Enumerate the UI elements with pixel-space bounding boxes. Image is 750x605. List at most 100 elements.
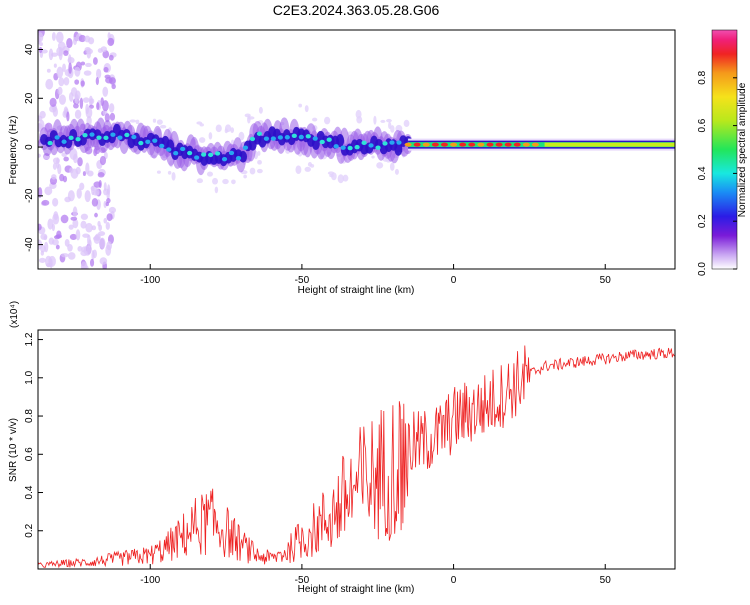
spectrogram-noise-cell bbox=[102, 86, 109, 97]
spectrogram-core-cell bbox=[291, 133, 297, 139]
spectrogram-core-cell bbox=[110, 132, 116, 137]
spectrogram-noise-cell bbox=[61, 152, 67, 157]
spectrogram-noise-cell bbox=[103, 188, 109, 196]
snr-line-layer bbox=[38, 345, 675, 569]
spectrogram-core-cell bbox=[375, 145, 381, 150]
spectrogram-core-cell bbox=[201, 152, 207, 157]
spectrogram-noise-cell bbox=[230, 127, 235, 133]
spectrogram-noise-cell bbox=[256, 168, 263, 174]
snr-frame bbox=[37, 329, 676, 570]
spectrogram-noise-cell bbox=[77, 246, 83, 252]
snr-x-tick-label: -50 bbox=[295, 575, 310, 586]
spectrogram-noise-cell bbox=[108, 54, 114, 61]
colorbar-tick-label: 0.4 bbox=[697, 166, 708, 180]
spectrogram-noise-cell bbox=[91, 197, 99, 207]
spectrogram-noise-cell bbox=[55, 31, 64, 43]
spectrogram-core-cell bbox=[152, 138, 158, 143]
spectrogram-noise-cell bbox=[371, 155, 375, 159]
snr-axes: -100 -50 0 50 0.2 0.4 0.6 0.8 1.0 1.2 bbox=[24, 332, 611, 586]
spectrogram-noise-cell bbox=[85, 222, 93, 233]
spectrogram-noise-cell bbox=[58, 77, 65, 87]
spectrogram-peak-cell bbox=[531, 142, 539, 147]
spectrogram-y-tick-label: 40 bbox=[24, 44, 35, 56]
spectrogram-noise-cell bbox=[394, 168, 399, 175]
spectrogram-noise-cell bbox=[39, 42, 43, 47]
spectrogram-noise-cell bbox=[93, 236, 100, 241]
colorbar: 0.0 0.2 0.4 0.6 0.8 Normalized spectral ampl… bbox=[697, 29, 748, 276]
spectrogram-noise-cell bbox=[46, 68, 51, 73]
spectrogram-core-cell bbox=[159, 143, 165, 149]
spectrogram-core-cell bbox=[368, 143, 374, 148]
spectrogram-noise-cell bbox=[198, 137, 206, 143]
spectrogram-core-cell bbox=[89, 132, 95, 137]
spectrogram-peak-cell bbox=[413, 142, 421, 147]
spectrogram-heatmap bbox=[38, 30, 675, 269]
spectrogram-noise-cell bbox=[51, 31, 56, 41]
spectrogram-noise-cell bbox=[66, 111, 70, 122]
spectrogram-peak-cell bbox=[504, 142, 512, 147]
spectrogram-noise-cell bbox=[43, 155, 50, 160]
spectrogram-core-cell bbox=[194, 155, 200, 160]
snr-x-tick-label: -100 bbox=[140, 575, 160, 586]
spectrogram-noise-cell bbox=[108, 206, 117, 214]
spectrogram-noise-cell bbox=[376, 162, 384, 169]
spectrogram-noise-cell bbox=[40, 250, 44, 256]
spectrogram-noise-cell bbox=[108, 103, 115, 113]
spectrogram-noise-cell bbox=[57, 86, 63, 96]
spectrogram-noise-cell bbox=[63, 77, 70, 86]
spectrogram-noise-cell bbox=[52, 197, 59, 207]
spectrogram-peak-cell bbox=[431, 142, 439, 147]
spectrogram-core-cell bbox=[263, 136, 270, 141]
spectrogram-noise-cell bbox=[52, 162, 57, 170]
spectrogram-noise-cell bbox=[304, 166, 311, 172]
spectrogram-y-tick-label: 20 bbox=[24, 92, 35, 104]
spectrogram-noise-cell bbox=[45, 78, 54, 90]
spectrogram-noise-cell bbox=[41, 199, 50, 206]
spectrogram-noise-cell bbox=[104, 74, 111, 79]
spectrogram-noise-cell bbox=[102, 100, 109, 112]
spectrogram-core-cell bbox=[228, 150, 235, 156]
spectrogram-noise-cell bbox=[224, 124, 232, 133]
spectrogram-noise-cell bbox=[79, 182, 85, 191]
spectrogram-noise-cell bbox=[80, 80, 85, 87]
colorbar-tick-label: 0.6 bbox=[697, 118, 708, 132]
spectrogram-y-tick-label: -40 bbox=[24, 237, 35, 252]
spectrogram-noise-cell bbox=[105, 244, 112, 256]
spectrogram-noise-cell bbox=[389, 162, 395, 171]
spectrogram-noise-cell bbox=[38, 32, 44, 43]
spectrogram-noise-cell bbox=[107, 37, 115, 47]
spectrogram-core-cell bbox=[221, 156, 228, 162]
spectrogram-noise-cell bbox=[312, 117, 318, 122]
spectrogram-core-cell bbox=[256, 131, 263, 136]
spectrogram-noise-cell bbox=[103, 200, 107, 209]
spectrogram-core-cell bbox=[312, 136, 318, 141]
spectrogram-band-cell bbox=[336, 134, 345, 148]
spectrogram-noise-cell bbox=[75, 229, 81, 241]
spectrogram-noise-cell bbox=[67, 244, 73, 252]
spectrogram-noise-cell bbox=[99, 257, 108, 265]
snr-y-tick-label: 1.0 bbox=[24, 370, 35, 384]
spectrogram-noise-cell bbox=[68, 62, 72, 74]
spectrogram-y-tick-label: 0 bbox=[24, 144, 35, 150]
spectrogram-noise-cell bbox=[69, 233, 78, 241]
spectrogram-noise-cell bbox=[247, 115, 251, 124]
spectrogram-core-cell bbox=[124, 132, 130, 138]
spectrogram-noise-cell bbox=[52, 106, 58, 117]
spectrogram-tone-core bbox=[408, 142, 675, 148]
spectrogram-x-label: Height of straight line (km) bbox=[298, 285, 415, 296]
spectrogram-noise-cell bbox=[97, 220, 101, 227]
spectrogram-noise-cell bbox=[107, 184, 111, 196]
spectrogram-noise-cell bbox=[68, 224, 74, 230]
spectrogram-noise-cell bbox=[40, 233, 48, 240]
spectrogram-core-cell bbox=[284, 135, 290, 140]
spectrogram-noise-cell bbox=[96, 102, 100, 110]
spectrogram-noise-cell bbox=[38, 223, 42, 231]
spectrogram-noise-cell bbox=[231, 179, 236, 185]
spectrogram-noise-cell bbox=[298, 103, 303, 108]
spectrogram-noise-cell bbox=[69, 148, 78, 160]
spectrogram-core-cell bbox=[47, 140, 53, 146]
spectrogram-noise-cell bbox=[243, 174, 247, 179]
spectrogram-noise-cell bbox=[72, 218, 79, 229]
spectrogram-core-cell bbox=[117, 135, 123, 140]
spectrogram-noise-cell bbox=[95, 77, 99, 86]
